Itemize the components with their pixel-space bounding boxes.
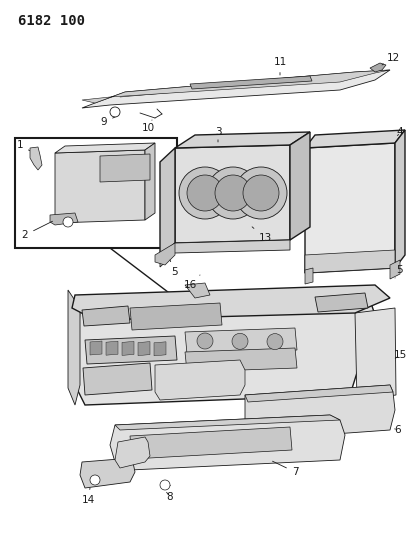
- Polygon shape: [138, 342, 150, 356]
- Polygon shape: [184, 328, 296, 354]
- Polygon shape: [369, 63, 385, 72]
- Polygon shape: [304, 130, 404, 148]
- Polygon shape: [50, 213, 78, 225]
- Text: 3: 3: [214, 127, 221, 142]
- Polygon shape: [82, 306, 130, 326]
- Polygon shape: [245, 385, 392, 402]
- Polygon shape: [85, 336, 177, 364]
- Text: 6: 6: [394, 425, 400, 435]
- Text: 4: 4: [396, 127, 402, 137]
- Circle shape: [179, 167, 230, 219]
- Polygon shape: [80, 458, 135, 488]
- Polygon shape: [106, 341, 118, 355]
- Text: 7: 7: [272, 461, 298, 477]
- Polygon shape: [115, 437, 150, 468]
- Polygon shape: [110, 415, 344, 470]
- Text: 13: 13: [252, 227, 271, 243]
- Text: 1: 1: [17, 140, 29, 151]
- Polygon shape: [68, 290, 80, 405]
- Circle shape: [196, 333, 213, 349]
- Polygon shape: [100, 154, 150, 182]
- Text: 16: 16: [183, 275, 200, 290]
- FancyBboxPatch shape: [15, 138, 177, 248]
- Text: 12: 12: [381, 53, 399, 65]
- Circle shape: [63, 217, 73, 227]
- Polygon shape: [30, 147, 42, 170]
- Polygon shape: [184, 348, 296, 372]
- Polygon shape: [160, 148, 175, 257]
- Text: 8: 8: [166, 492, 173, 502]
- Polygon shape: [115, 415, 339, 430]
- Polygon shape: [55, 150, 145, 223]
- Polygon shape: [314, 293, 367, 312]
- Circle shape: [266, 334, 282, 350]
- Polygon shape: [82, 70, 389, 103]
- Text: 5: 5: [170, 260, 178, 277]
- Polygon shape: [160, 240, 289, 267]
- Polygon shape: [189, 76, 311, 89]
- Text: 15: 15: [392, 350, 406, 360]
- Text: 9: 9: [101, 117, 115, 127]
- Circle shape: [214, 175, 250, 211]
- Polygon shape: [90, 341, 102, 355]
- Circle shape: [243, 175, 278, 211]
- Polygon shape: [175, 145, 289, 243]
- Polygon shape: [175, 132, 309, 148]
- Text: 6182 100: 6182 100: [18, 14, 85, 28]
- Circle shape: [231, 333, 247, 349]
- Circle shape: [90, 475, 100, 485]
- Text: 11: 11: [273, 57, 286, 75]
- Polygon shape: [130, 303, 221, 330]
- Text: 14: 14: [81, 488, 94, 505]
- Polygon shape: [122, 342, 134, 356]
- Polygon shape: [394, 130, 404, 268]
- Polygon shape: [304, 268, 312, 284]
- Circle shape: [187, 175, 222, 211]
- Polygon shape: [130, 427, 291, 459]
- Polygon shape: [389, 260, 399, 279]
- Polygon shape: [245, 385, 394, 440]
- Text: 2: 2: [22, 221, 52, 240]
- Circle shape: [207, 167, 258, 219]
- Polygon shape: [304, 143, 394, 273]
- Polygon shape: [154, 342, 166, 356]
- Text: 10: 10: [141, 120, 154, 133]
- Polygon shape: [55, 143, 155, 153]
- Polygon shape: [155, 360, 245, 400]
- Circle shape: [234, 167, 286, 219]
- Polygon shape: [304, 250, 394, 273]
- Polygon shape: [155, 243, 175, 265]
- Polygon shape: [82, 70, 389, 108]
- Circle shape: [110, 107, 120, 117]
- Polygon shape: [75, 300, 374, 405]
- Polygon shape: [72, 285, 389, 320]
- Polygon shape: [145, 143, 155, 220]
- Polygon shape: [289, 132, 309, 240]
- Polygon shape: [354, 308, 395, 400]
- Polygon shape: [184, 283, 209, 298]
- Polygon shape: [83, 363, 152, 395]
- Text: 5: 5: [394, 265, 402, 278]
- Circle shape: [160, 480, 170, 490]
